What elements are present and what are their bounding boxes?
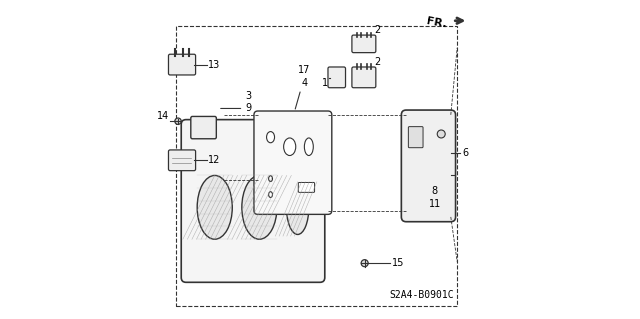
Ellipse shape (305, 138, 314, 155)
Text: 3: 3 (245, 91, 251, 101)
Text: 4: 4 (301, 78, 307, 88)
FancyBboxPatch shape (168, 150, 196, 171)
Ellipse shape (287, 180, 309, 234)
Ellipse shape (269, 176, 273, 182)
FancyBboxPatch shape (328, 67, 346, 88)
Ellipse shape (269, 192, 273, 197)
Text: FR.: FR. (426, 16, 447, 29)
FancyBboxPatch shape (168, 54, 196, 75)
Text: 2: 2 (374, 57, 381, 67)
Text: 14: 14 (157, 111, 170, 122)
Ellipse shape (242, 175, 277, 239)
FancyBboxPatch shape (401, 110, 456, 222)
FancyBboxPatch shape (254, 111, 332, 214)
FancyBboxPatch shape (408, 127, 423, 148)
FancyBboxPatch shape (352, 35, 376, 53)
Text: S2A4-B0901C: S2A4-B0901C (389, 290, 454, 300)
Ellipse shape (361, 260, 368, 267)
Text: 17: 17 (298, 65, 310, 75)
Text: 6: 6 (462, 148, 468, 158)
Text: 15: 15 (392, 258, 404, 268)
Text: 11: 11 (429, 199, 441, 209)
Text: 8: 8 (432, 186, 438, 197)
Text: 9: 9 (245, 103, 251, 114)
Text: 1: 1 (322, 78, 328, 88)
Text: 2: 2 (374, 25, 381, 35)
Ellipse shape (267, 131, 275, 143)
FancyBboxPatch shape (181, 120, 324, 282)
Text: 12: 12 (208, 155, 220, 166)
FancyBboxPatch shape (191, 116, 216, 139)
Ellipse shape (284, 138, 296, 155)
FancyBboxPatch shape (298, 182, 315, 192)
Ellipse shape (437, 130, 445, 138)
Ellipse shape (197, 175, 232, 239)
Ellipse shape (175, 118, 181, 124)
FancyBboxPatch shape (352, 67, 376, 88)
Text: 13: 13 (208, 60, 220, 70)
